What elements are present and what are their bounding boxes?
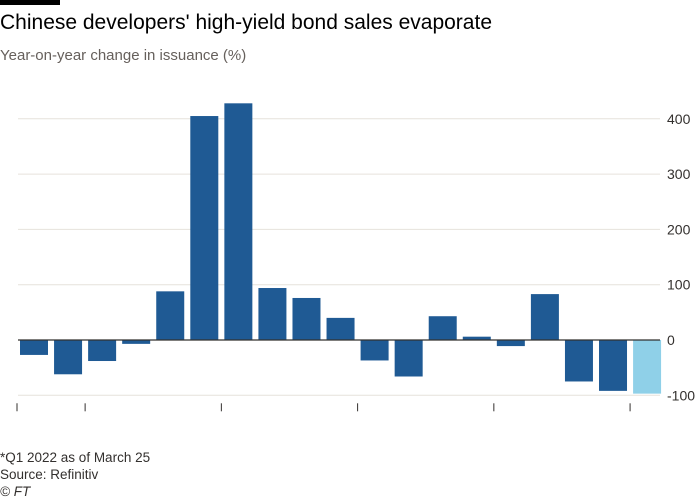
source-note: Source: Refinitiv bbox=[0, 467, 99, 482]
bar bbox=[326, 317, 355, 340]
x-tick-label: 2019 bbox=[206, 411, 237, 415]
bar bbox=[496, 340, 525, 347]
bar bbox=[633, 340, 662, 394]
brand-bar bbox=[0, 0, 60, 5]
y-tick-label: -100 bbox=[667, 387, 695, 403]
bar bbox=[599, 340, 628, 391]
bar bbox=[122, 340, 151, 344]
bar bbox=[224, 103, 253, 340]
bar bbox=[428, 316, 457, 340]
y-tick-label: 200 bbox=[667, 221, 691, 237]
x-tick-label: 2017 bbox=[1, 411, 32, 415]
bar bbox=[20, 340, 48, 355]
bar bbox=[258, 288, 287, 340]
y-tick-label: 100 bbox=[667, 277, 691, 293]
y-tick-label: 300 bbox=[667, 166, 691, 182]
y-tick-label: 400 bbox=[667, 111, 691, 127]
y-tick-label: 0 bbox=[667, 332, 675, 348]
x-tick-label: 2021 bbox=[478, 411, 509, 415]
bar bbox=[360, 340, 389, 361]
copyright-credit: © FT bbox=[0, 484, 31, 499]
bar bbox=[54, 340, 83, 375]
chart-title: Chinese developers' high-yield bond sale… bbox=[0, 11, 492, 34]
bar bbox=[530, 294, 559, 340]
bar bbox=[190, 116, 219, 340]
bar bbox=[88, 340, 117, 362]
x-tick-label: 2020 bbox=[342, 411, 373, 415]
bar bbox=[394, 340, 423, 377]
bar bbox=[156, 291, 185, 340]
x-tick-label: 2018 bbox=[70, 411, 101, 415]
bar bbox=[462, 336, 491, 340]
bar bbox=[564, 340, 593, 382]
chart-subtitle: Year-on-year change in issuance (%) bbox=[0, 47, 247, 64]
bar bbox=[292, 297, 321, 340]
bar-chart: -100 0 100 200 300 400 2017 2018 2019 2020 2021 202… bbox=[1, 103, 695, 415]
x-tick-label: 2022 bbox=[615, 411, 646, 415]
footnote: *Q1 2022 as of March 25 bbox=[0, 450, 151, 465]
